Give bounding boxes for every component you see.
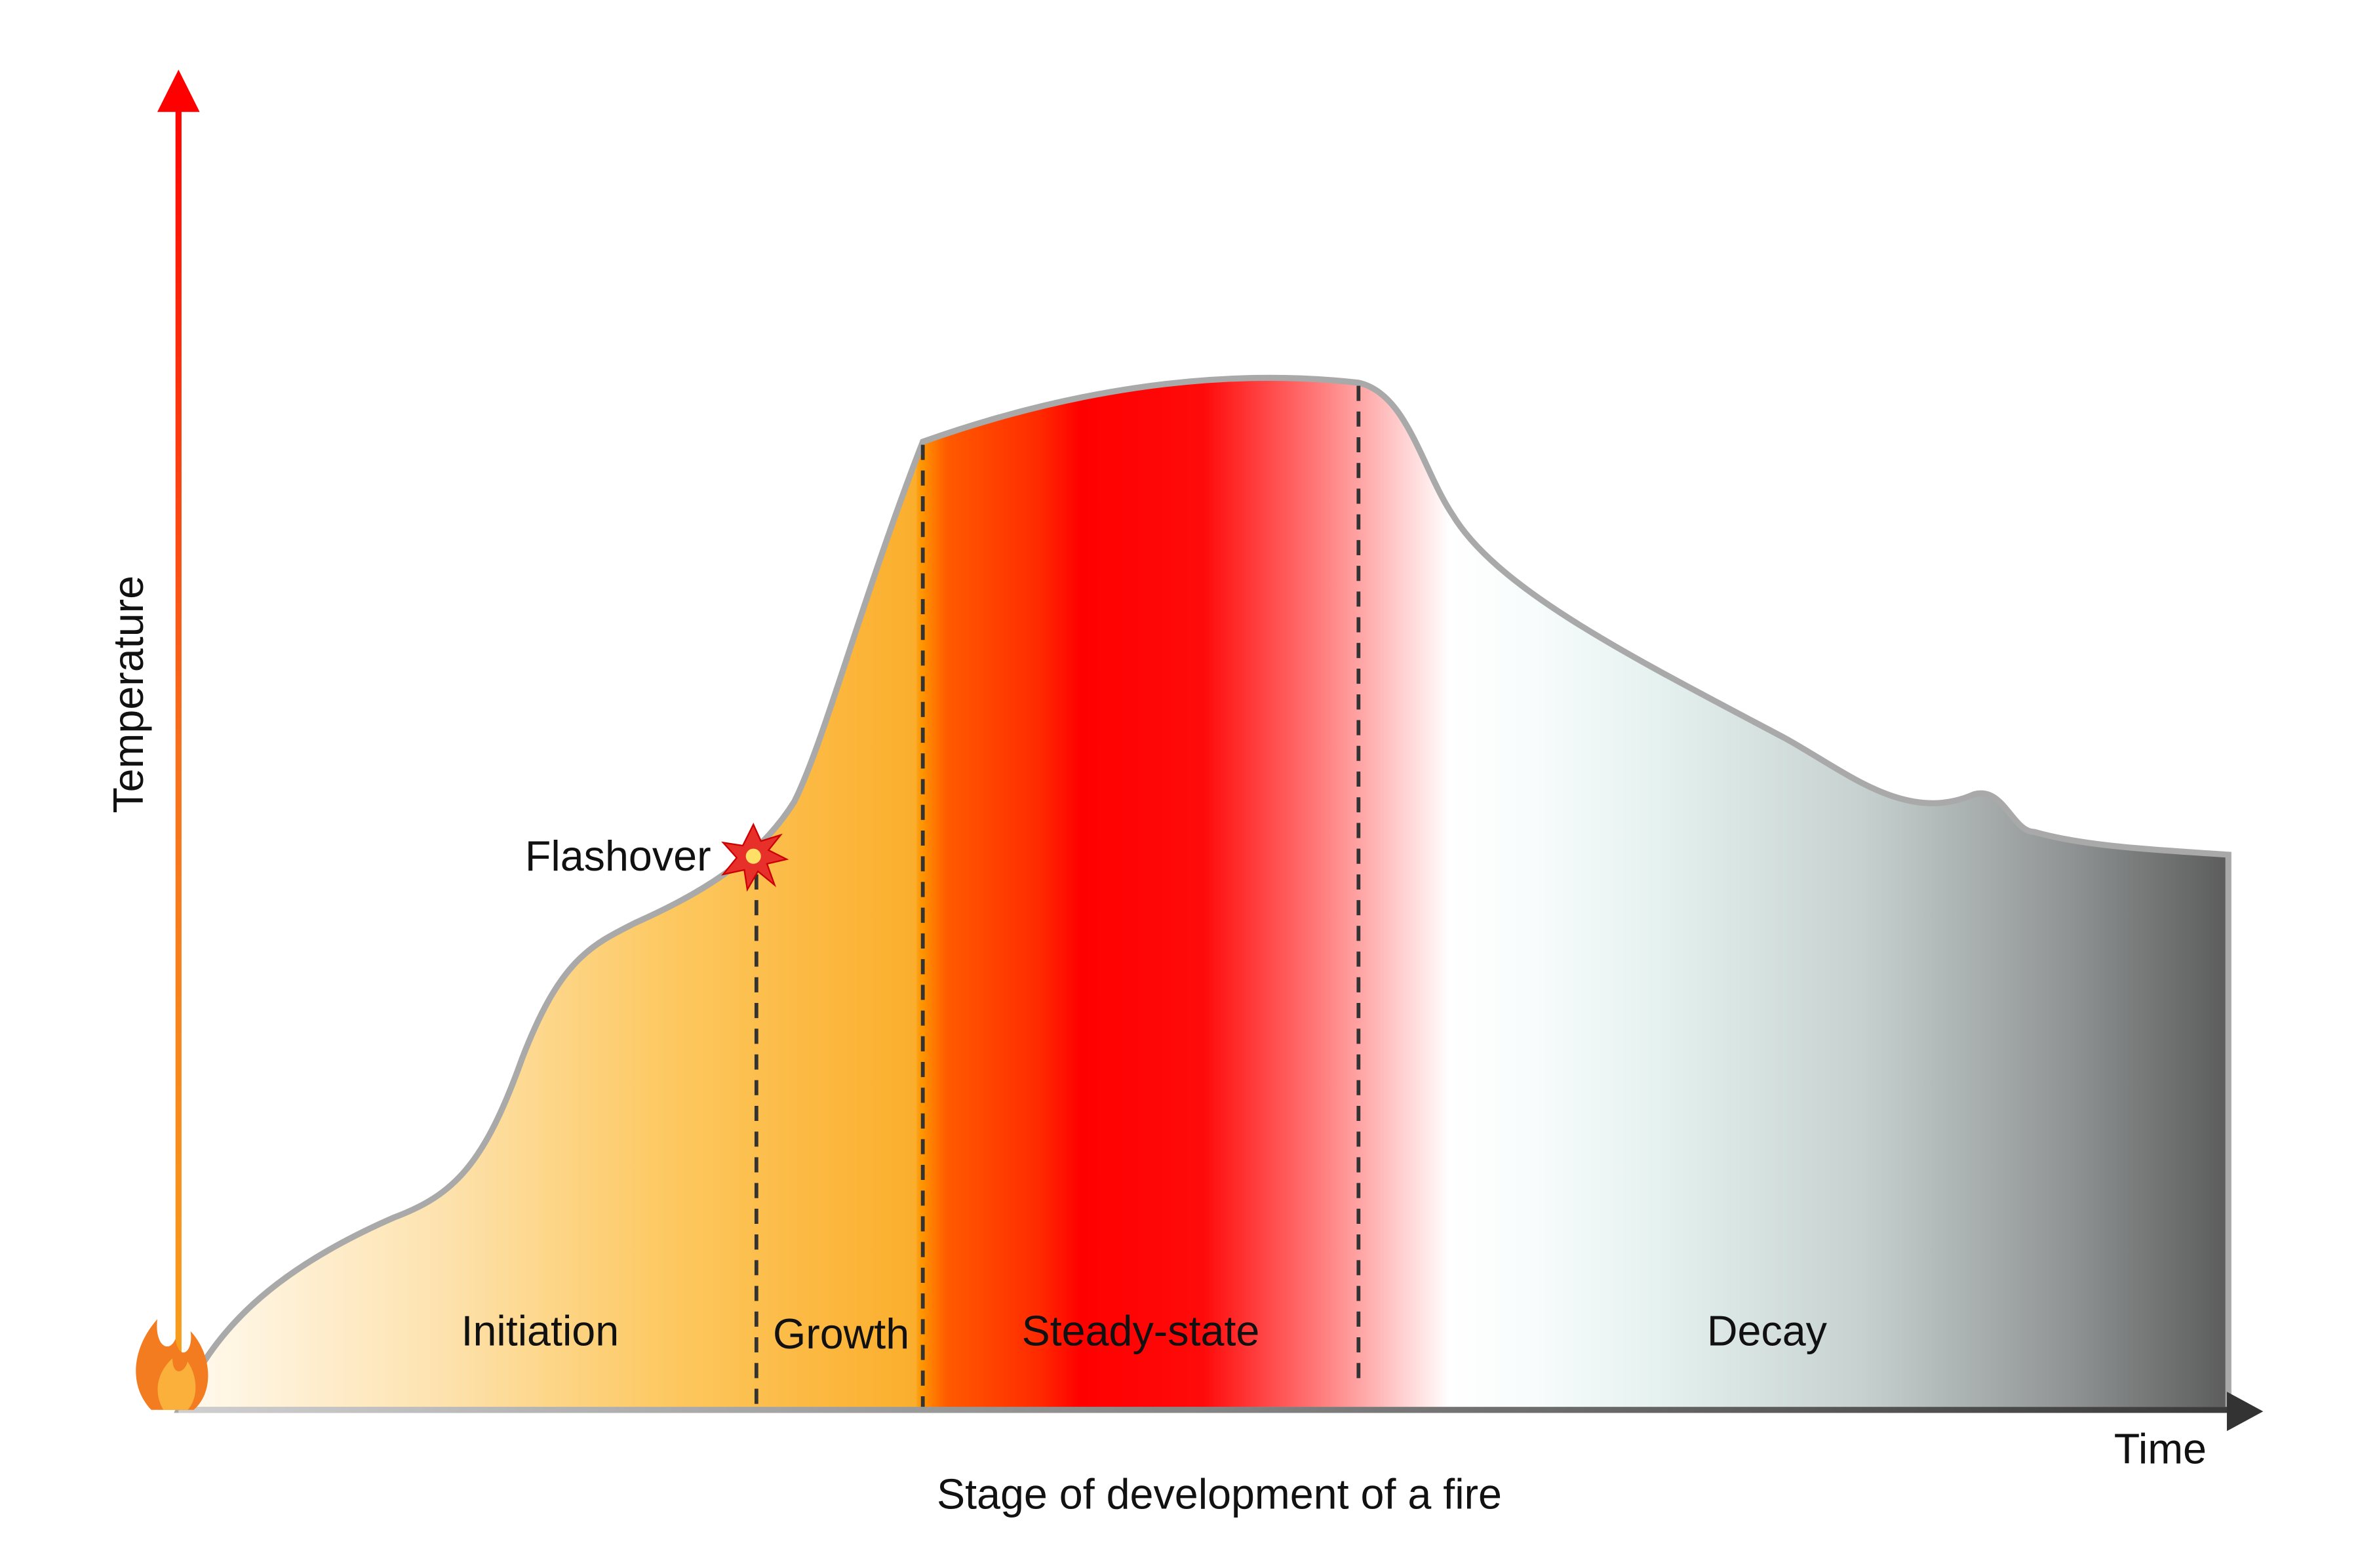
x-axis-arrow	[2226, 1392, 2264, 1432]
y-axis-arrow	[157, 69, 200, 112]
flame-icon	[136, 1319, 208, 1410]
flashover-label: Flashover	[525, 833, 711, 880]
temperature-curve	[174, 374, 2232, 1413]
y-axis-label: Temperature	[105, 576, 152, 813]
stage-label: Steady-state	[1022, 1307, 1260, 1354]
stage-dividers	[754, 385, 1361, 1407]
caption: Stage of development of a fire	[937, 1471, 1502, 1518]
flashover-spark	[745, 848, 761, 864]
x-axis-label: Time	[2114, 1425, 2207, 1472]
stage-label: Initiation	[462, 1307, 620, 1354]
stage-label: Growth	[773, 1310, 909, 1358]
stage-label: Decay	[1707, 1307, 1828, 1354]
